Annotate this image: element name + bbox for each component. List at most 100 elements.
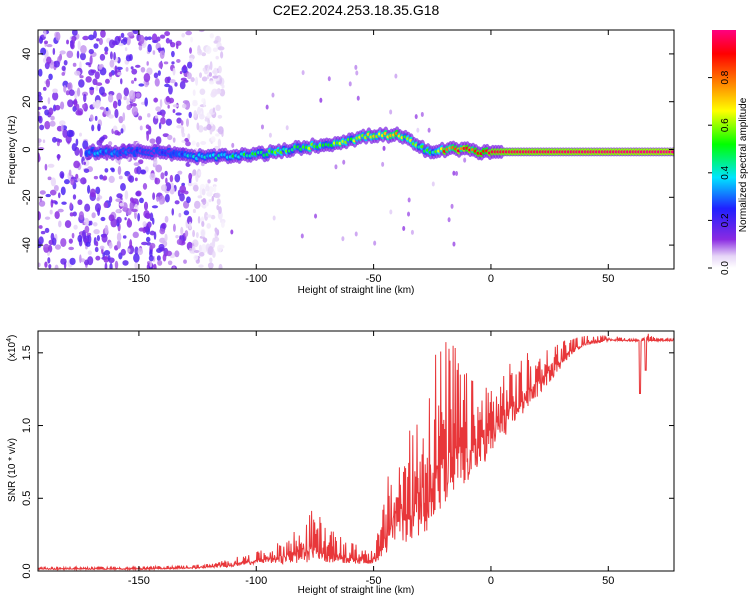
noise-speck — [198, 244, 202, 253]
noise-speck — [84, 225, 90, 234]
noise-speck — [179, 185, 187, 194]
noise-speck — [49, 209, 53, 215]
noise-speck — [151, 205, 159, 209]
noise-speck — [176, 43, 179, 50]
noise-speck — [131, 103, 138, 107]
colorbar-tick-label: 0.2 — [720, 213, 731, 227]
noise-speck — [44, 120, 51, 130]
x-tick-label: -150 — [128, 575, 150, 587]
noise-speck — [135, 92, 141, 98]
noise-speck — [75, 138, 79, 147]
noise-speck — [157, 47, 164, 51]
noise-speck — [95, 255, 101, 261]
noise-speck — [45, 78, 51, 88]
noise-speck — [190, 77, 195, 83]
noise-speck — [164, 76, 170, 84]
noise-speck — [78, 79, 85, 88]
noise-speck — [38, 211, 41, 221]
noise-speck — [93, 43, 99, 49]
noise-speck — [179, 71, 183, 75]
noise-speck — [38, 115, 43, 124]
noise-speck — [154, 78, 160, 87]
noise-speck — [81, 104, 86, 109]
noise-speck — [79, 254, 82, 264]
noise-speck — [47, 97, 51, 105]
noise-speck — [209, 257, 213, 263]
y-tick-label: -20 — [21, 189, 33, 205]
noise-speck — [158, 243, 165, 251]
noise-speck — [156, 196, 160, 202]
noise-speck — [198, 30, 205, 33]
noise-speck — [108, 214, 115, 222]
noise-speck — [45, 193, 51, 198]
noise-speck — [39, 124, 45, 131]
noise-speck — [164, 193, 170, 203]
y-multiplier-exponent: 4 — [6, 338, 13, 342]
noise-speck — [159, 34, 166, 39]
noise-speck — [70, 178, 75, 186]
noise-speck — [176, 238, 182, 245]
noise-speck — [83, 161, 87, 165]
noise-speck — [68, 169, 72, 177]
noise-speck — [100, 216, 106, 222]
noise-speck — [200, 140, 207, 146]
noise-speck — [63, 59, 68, 66]
noise-speck — [82, 35, 89, 41]
noise-speck — [57, 208, 64, 213]
noise-speck — [71, 30, 78, 36]
noise-speck — [124, 47, 128, 52]
noise-speck — [149, 173, 156, 181]
noise-speck — [117, 71, 122, 76]
noise-speck — [91, 212, 96, 219]
noise-speck — [131, 106, 138, 116]
noise-speck — [268, 132, 272, 138]
noise-speck — [348, 81, 352, 87]
noise-speck — [120, 183, 126, 191]
y-tick-label: 1.5 — [21, 345, 33, 360]
noise-speck — [197, 216, 201, 224]
noise-speck — [47, 257, 51, 264]
noise-speck — [204, 211, 209, 221]
noise-speck — [103, 202, 109, 209]
noise-speck — [196, 142, 200, 148]
noise-speck — [131, 68, 138, 75]
noise-speck — [300, 233, 304, 239]
noise-speck — [165, 250, 172, 257]
noise-speck — [156, 111, 163, 116]
noise-speck — [49, 189, 57, 196]
noise-speck — [159, 98, 163, 108]
noise-speck — [77, 234, 83, 243]
noise-speck — [89, 188, 96, 198]
colorbar-ticks: 0.0 0.2 0.4 0.6 0.8 — [708, 70, 731, 275]
x-tick-label: 50 — [602, 273, 614, 285]
noise-speck — [132, 30, 139, 35]
noise-speck — [120, 78, 123, 85]
noise-speck — [201, 188, 206, 196]
noise-speck — [128, 90, 136, 100]
noise-speck — [211, 239, 216, 248]
x-tick-label: -150 — [128, 273, 150, 285]
noise-speck — [126, 98, 130, 106]
noise-speck — [97, 123, 101, 132]
y-tick-label: 0.0 — [21, 563, 33, 578]
noise-speck — [50, 177, 57, 187]
noise-speck — [192, 89, 196, 96]
x-tick-label: 50 — [602, 575, 614, 587]
noise-speck — [208, 72, 212, 77]
noise-speck — [38, 68, 43, 77]
noise-speck — [104, 168, 109, 173]
noise-speck — [138, 227, 145, 232]
noise-speck — [215, 80, 222, 85]
noise-speck — [164, 31, 171, 37]
noise-speck — [73, 160, 81, 169]
noise-speck — [285, 125, 289, 131]
noise-speck — [135, 64, 141, 68]
y-multiplier-base: (x10 — [7, 341, 18, 361]
noise-speck — [381, 161, 385, 167]
noise-speck — [116, 232, 122, 242]
noise-speck — [271, 92, 275, 98]
noise-speck — [75, 110, 83, 116]
noise-speck — [174, 250, 180, 258]
noise-speck — [108, 196, 113, 203]
noise-speck — [220, 51, 224, 59]
